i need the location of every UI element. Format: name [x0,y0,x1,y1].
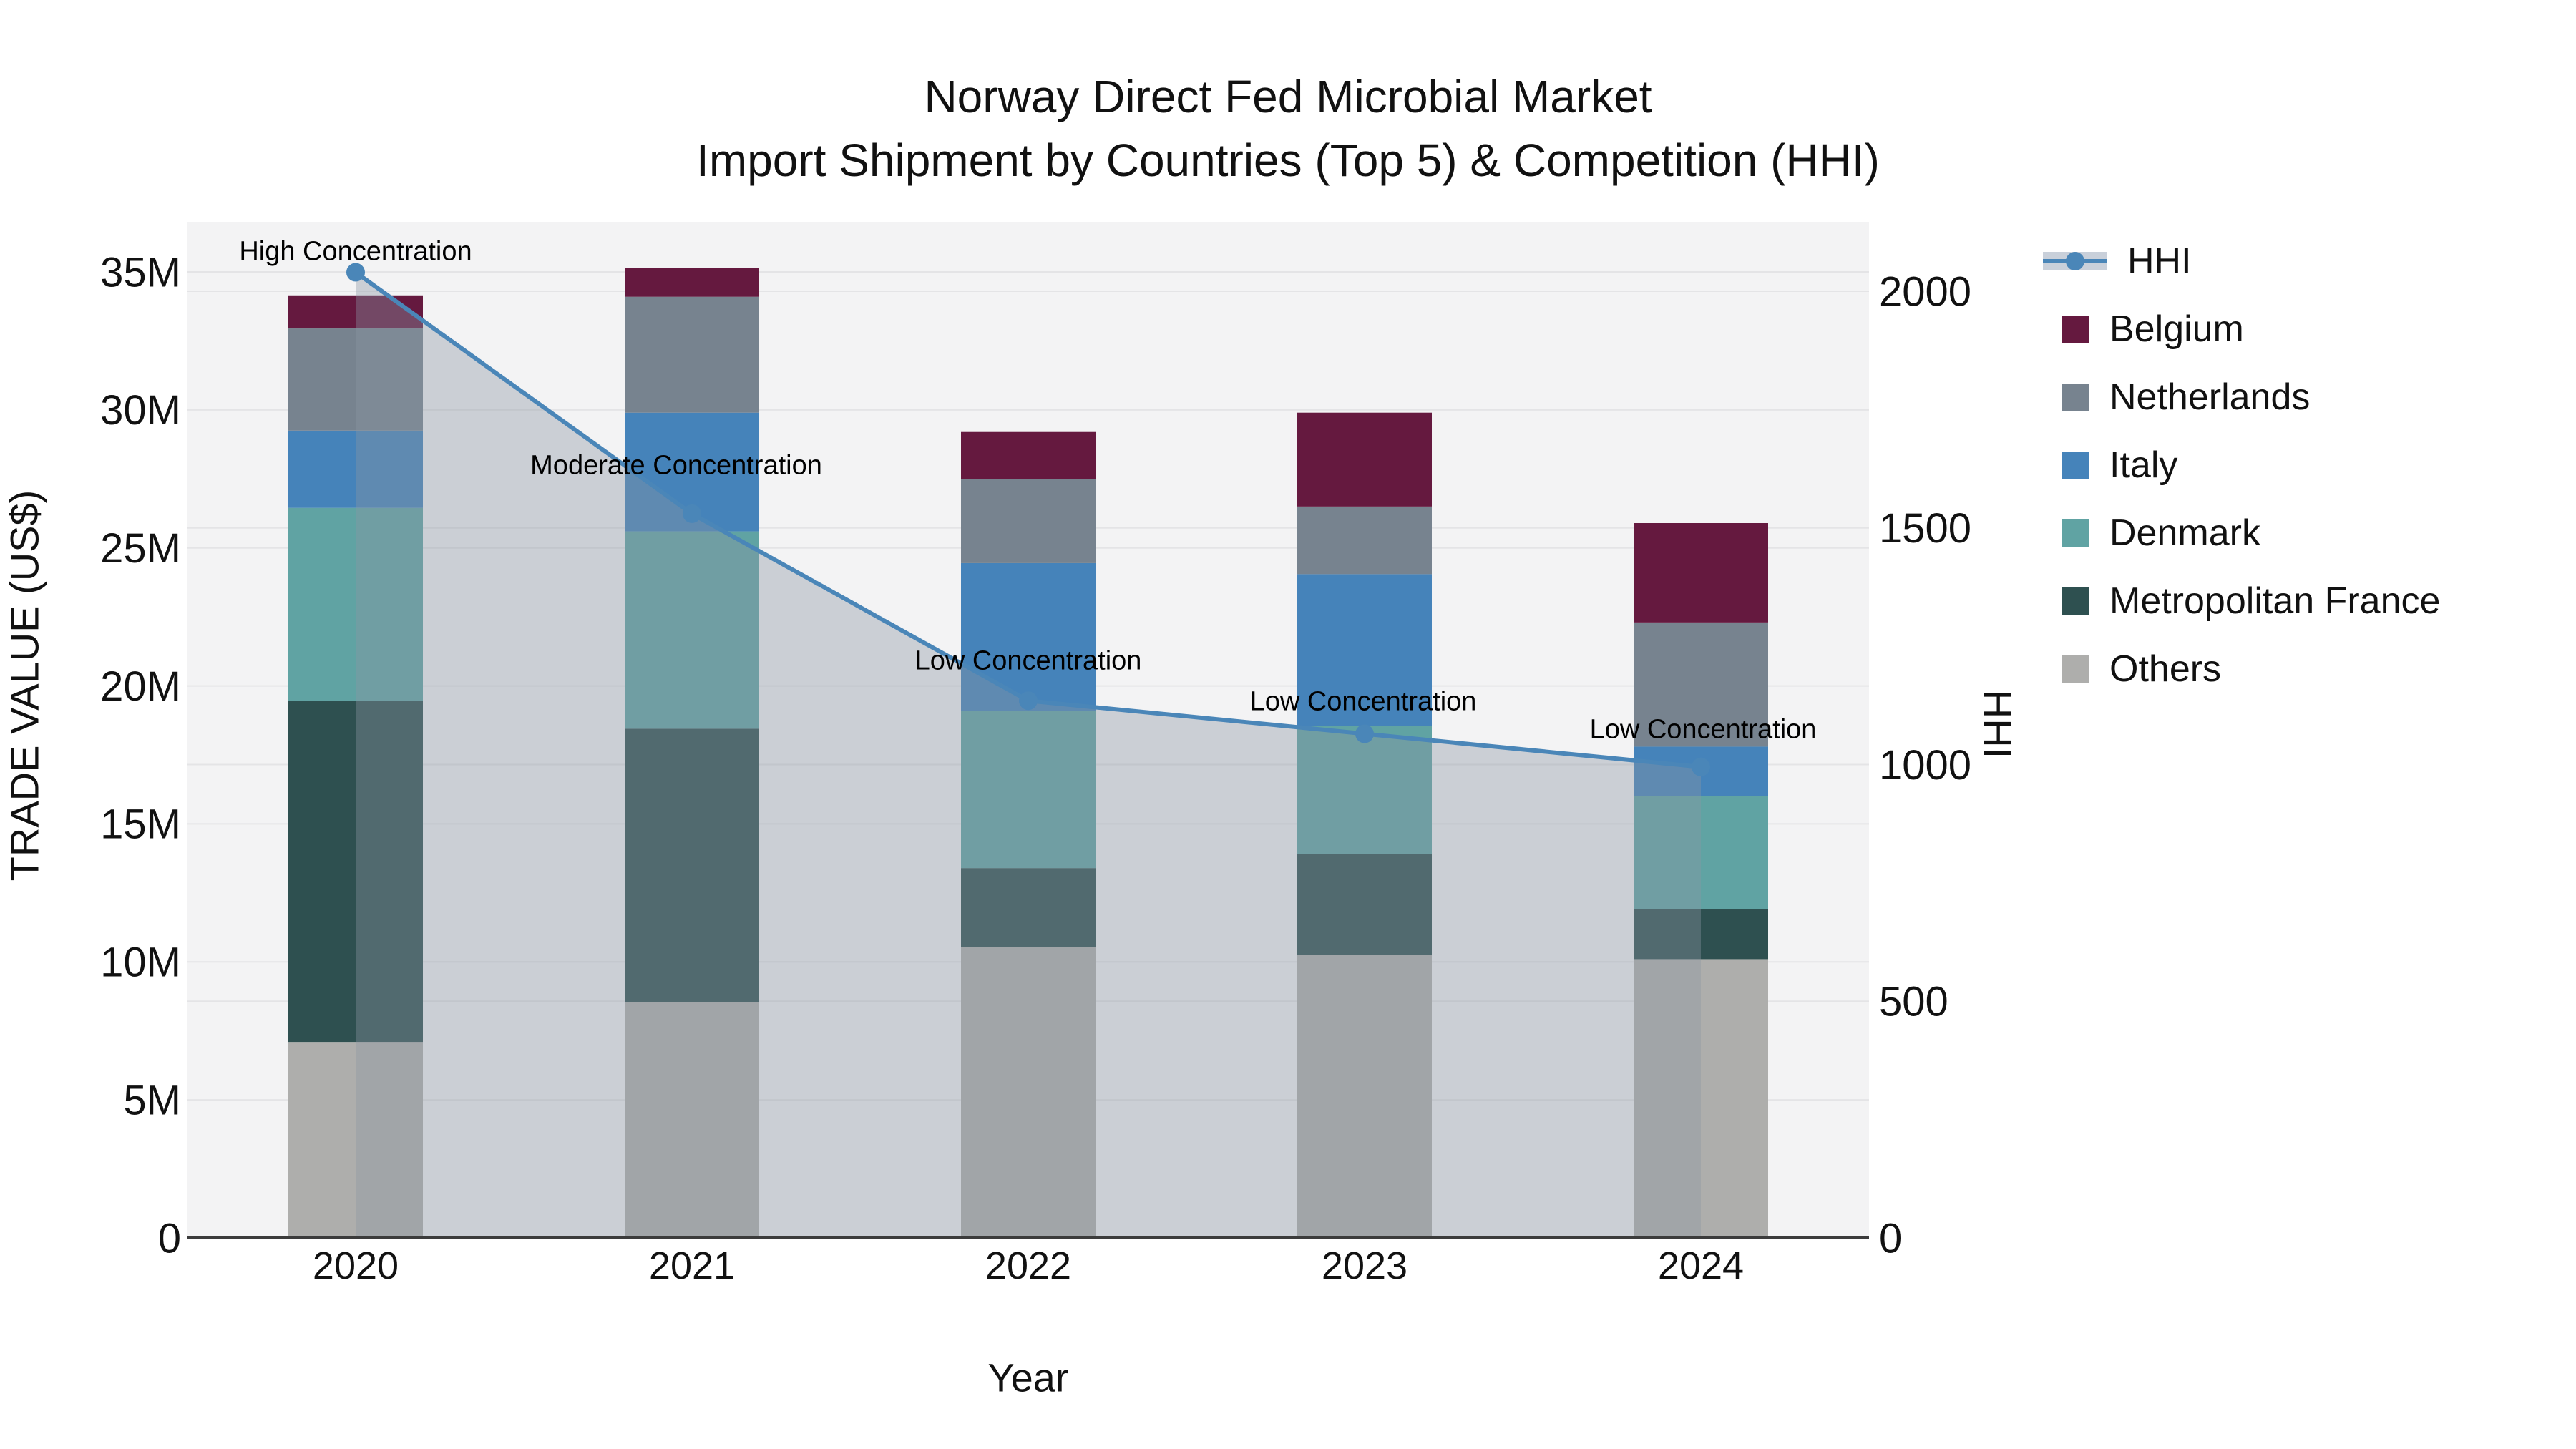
bar-segment-metropolitan-france [288,701,423,1043]
legend-label: Netherlands [2109,376,2311,418]
x-tick-label: 2021 [649,1244,735,1287]
bar-segment-netherlands [288,328,423,431]
hhi-marker [346,263,365,282]
bar-segment-italy [288,430,423,508]
legend-label: Metropolitan France [2109,580,2441,622]
bar-segment-others [625,1002,759,1238]
legend-swatch-icon [2062,316,2089,343]
y-left-tick-label: 25M [100,525,181,572]
legend-swatch-icon [2062,384,2089,411]
y-left-axis-title: TRADE VALUE (US$) [1,489,47,882]
chart-title-line1: Norway Direct Fed Microbial Market [924,71,1652,122]
y-right-tick-label: 500 [1879,979,1948,1025]
hhi-marker [683,504,701,523]
bar-segment-italy [961,562,1096,711]
bar-segment-others [1297,955,1432,1238]
bar-segment-italy [1297,574,1432,726]
x-tick-label: 2024 [1658,1244,1744,1287]
legend-label: Denmark [2109,512,2260,554]
bar-segment-netherlands [625,296,759,413]
legend-swatch-icon [2062,519,2089,547]
legend-item-italy[interactable]: Italy [2043,444,2177,487]
y-left-tick-label: 10M [100,940,181,986]
bar-segment-netherlands [1634,622,1768,747]
bar-segment-denmark [1634,796,1768,909]
y-right-tick-label: 0 [1879,1215,1902,1262]
annotation-2020: High Concentration [239,236,472,267]
bar-segment-denmark [288,507,423,701]
bar-segment-belgium [288,295,423,329]
legend-item-others[interactable]: Others [2043,648,2221,691]
bar-segment-netherlands [961,479,1096,563]
legend-label: HHI [2127,240,2192,282]
hhi-marker [1355,724,1374,743]
bar-segment-denmark [1297,726,1432,854]
bar-segment-metropolitan-france [961,868,1096,947]
chart-title-line2: Import Shipment by Countries (Top 5) & C… [696,135,1880,186]
legend-swatch-icon [2062,587,2089,615]
bar-segment-denmark [625,531,759,729]
bar-segment-others [1634,959,1768,1238]
y-left-tick-label: 0 [158,1215,181,1262]
legend-swatch-icon [2062,452,2089,479]
legend-item-denmark[interactable]: Denmark [2043,512,2260,555]
annotation-2022: Low Concentration [914,645,1142,676]
annotation-2023: Low Concentration [1249,686,1477,717]
legend-swatch-icon [2062,655,2089,683]
x-tick-label: 2020 [313,1244,399,1287]
bar-segment-belgium [1634,523,1768,623]
y-left-tick-label: 35M [100,249,181,296]
y-left-tick-label: 15M [100,801,181,848]
legend-item-metropolitan-france[interactable]: Metropolitan France [2043,580,2440,623]
bar-segment-belgium [961,431,1096,479]
bar-segment-belgium [625,268,759,297]
hhi-line-icon [2043,250,2107,272]
bar-segment-denmark [961,711,1096,869]
bar-segment-others [288,1042,423,1238]
legend-label: Others [2109,648,2222,690]
bar-segment-metropolitan-france [1634,909,1768,960]
hhi-marker [1019,691,1038,711]
bar-segment-netherlands [1297,506,1432,575]
annotation-2024: Low Concentration [1589,714,1817,745]
legend-item-netherlands[interactable]: Netherlands [2043,376,2310,419]
y-right-tick-label: 1500 [1879,505,1971,552]
bar-segment-others [961,947,1096,1238]
x-tick-label: 2022 [985,1244,1071,1287]
hhi-marker [1692,757,1710,776]
bar-segment-metropolitan-france [1297,854,1432,955]
bar-segment-belgium [1297,412,1432,507]
y-left-tick-label: 30M [100,387,181,434]
y-right-tick-label: 2000 [1879,268,1971,315]
y-right-axis-title: HHI [1975,689,2021,759]
legend-item-hhi[interactable]: HHI [2043,240,2192,283]
y-left-tick-label: 5M [123,1077,181,1123]
annotation-2021: Moderate Concentration [530,450,822,481]
bar-segment-metropolitan-france [625,728,759,1002]
x-tick-label: 2023 [1322,1244,1407,1287]
x-axis-title: Year [987,1355,1069,1400]
legend-label: Belgium [2109,308,2244,350]
legend-item-belgium[interactable]: Belgium [2043,308,2244,351]
y-left-tick-label: 20M [100,663,181,710]
legend-label: Italy [2109,444,2178,486]
y-right-tick-label: 1000 [1879,742,1971,789]
